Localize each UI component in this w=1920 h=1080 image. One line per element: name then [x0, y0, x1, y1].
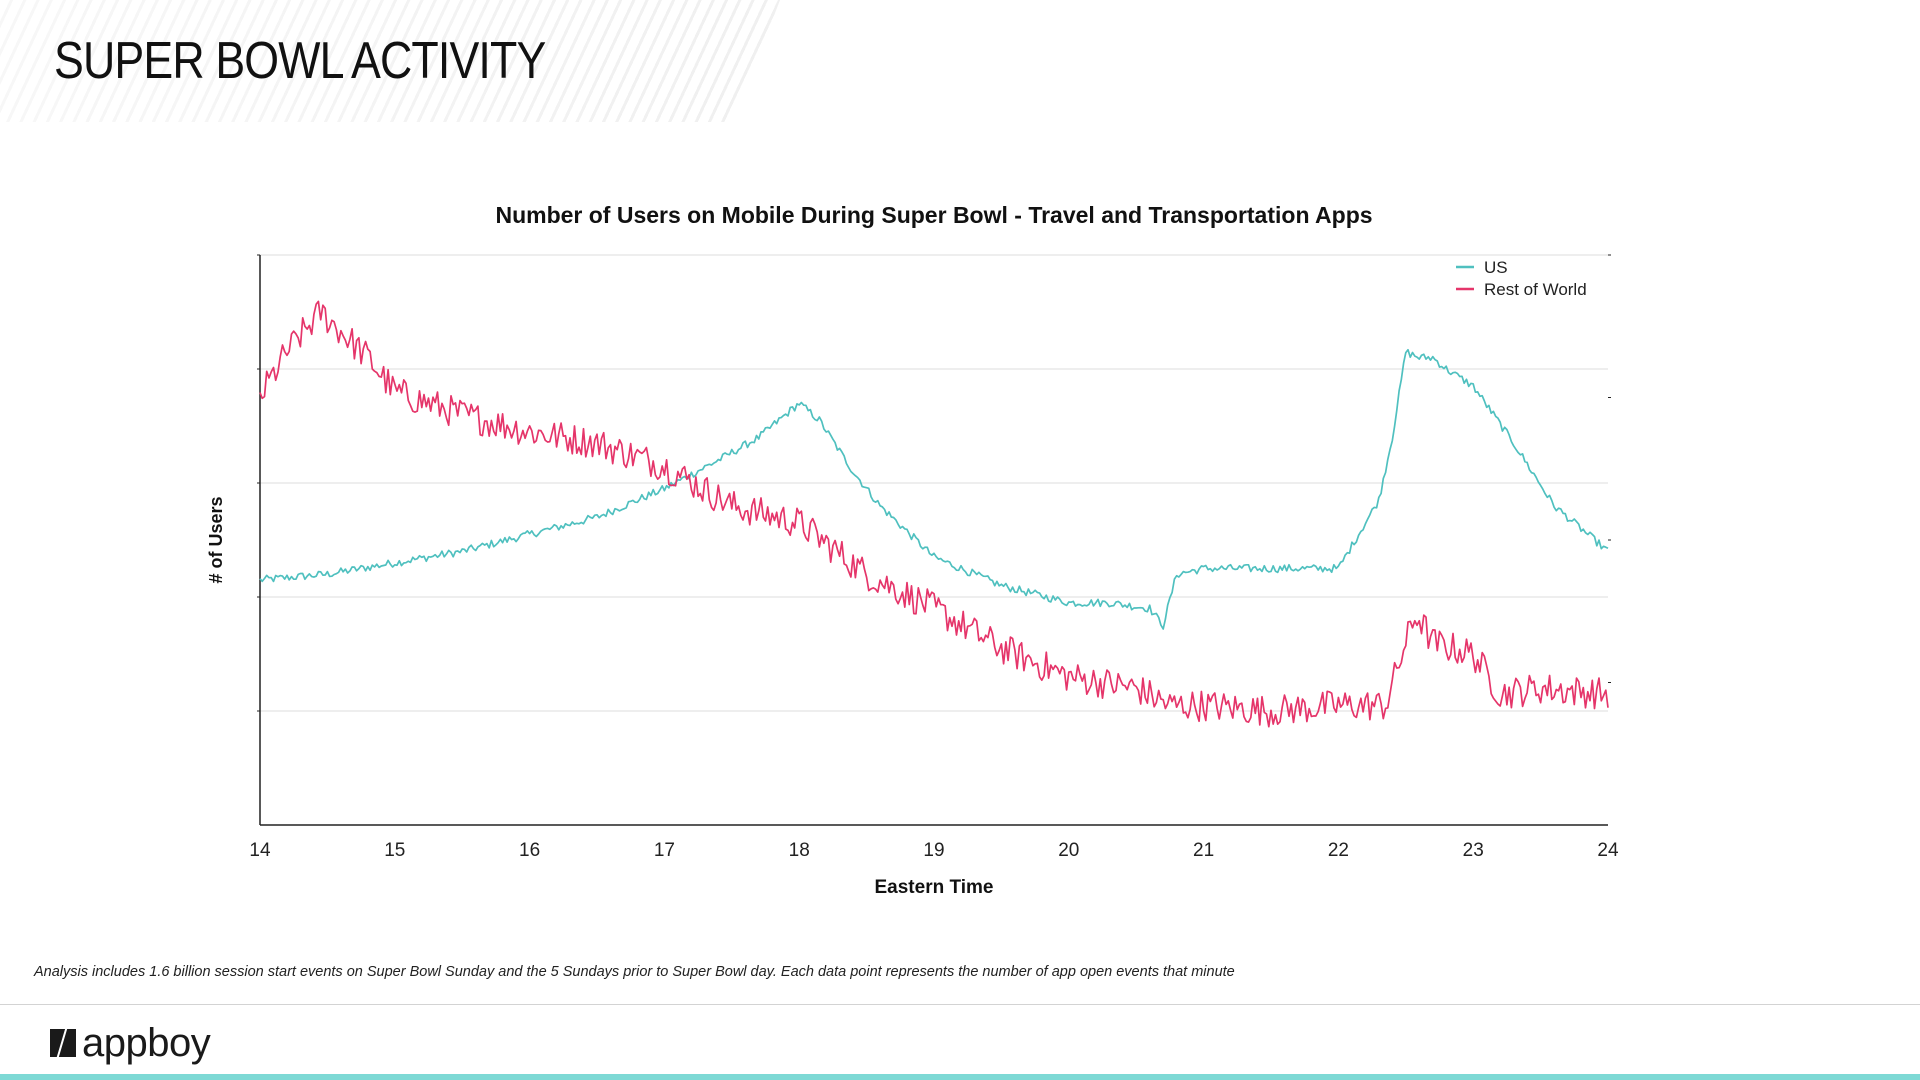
x-tick-label: 20 — [1058, 840, 1079, 861]
legend[interactable]: US Rest of World — [1456, 258, 1587, 299]
header-stripe-fade — [0, 0, 780, 122]
x-tick-label: 23 — [1463, 840, 1484, 861]
x-axis-label: Eastern Time — [875, 877, 994, 898]
x-tick-label: 19 — [923, 840, 944, 861]
x-tick-label: 21 — [1193, 840, 1214, 861]
x-tick-label: 14 — [249, 840, 271, 861]
legend-label-us: US — [1484, 258, 1508, 277]
x-tick-labels: 14 15 16 17 18 19 20 21 22 23 24 — [249, 840, 1619, 861]
page-title: SUPER BOWL ACTIVITY — [54, 32, 546, 90]
bottom-accent-bar — [0, 1074, 1920, 1080]
appboy-logo-icon — [50, 1029, 76, 1057]
chart-title: Number of Users on Mobile During Super B… — [495, 202, 1372, 228]
legend-label-rest-of-world: Rest of World — [1484, 280, 1587, 299]
right-axis-ticks — [257, 254, 1611, 712]
y-axis-label: # of Users — [206, 496, 226, 583]
series-line-rest-of-world — [259, 300, 1609, 728]
chart: Number of Users on Mobile During Super B… — [206, 202, 1619, 898]
footer-divider — [0, 1004, 1920, 1005]
series-line-us — [259, 348, 1609, 630]
x-tick-label: 24 — [1597, 840, 1619, 861]
footnote: Analysis includes 1.6 billion session st… — [34, 964, 1235, 980]
series-lines — [259, 300, 1609, 728]
appboy-logo[interactable]: appboy — [50, 1018, 211, 1068]
x-tick-label: 16 — [519, 840, 540, 861]
appboy-logo-text: appboy — [82, 1020, 211, 1065]
x-tick-label: 22 — [1328, 840, 1349, 861]
x-tick-label: 18 — [789, 840, 810, 861]
x-tick-label: 15 — [384, 840, 405, 861]
x-tick-label: 17 — [654, 840, 675, 861]
